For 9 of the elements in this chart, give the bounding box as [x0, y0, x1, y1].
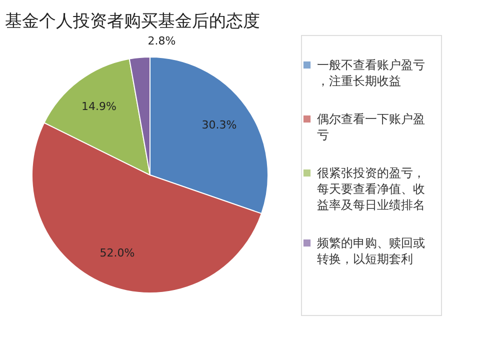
data-label: 14.9%	[82, 100, 116, 114]
legend-label: 偶尔查看一下账户盈亏	[317, 112, 425, 142]
legend-label: 很紧张投资的盈亏，每天要查看净值、收益率及每日业绩排名	[317, 166, 425, 212]
data-label: 2.8%	[148, 34, 176, 48]
chart-title: 基金个人投资者购买基金后的态度	[5, 12, 260, 32]
data-label: 52.0%	[100, 246, 135, 260]
legend-label: 一般不查看账户盈亏，注重长期收益	[317, 58, 425, 88]
legend-label: 频繁的申购、赎回或转换，以短期套利	[317, 236, 425, 266]
data-label: 30.3%	[202, 118, 237, 132]
